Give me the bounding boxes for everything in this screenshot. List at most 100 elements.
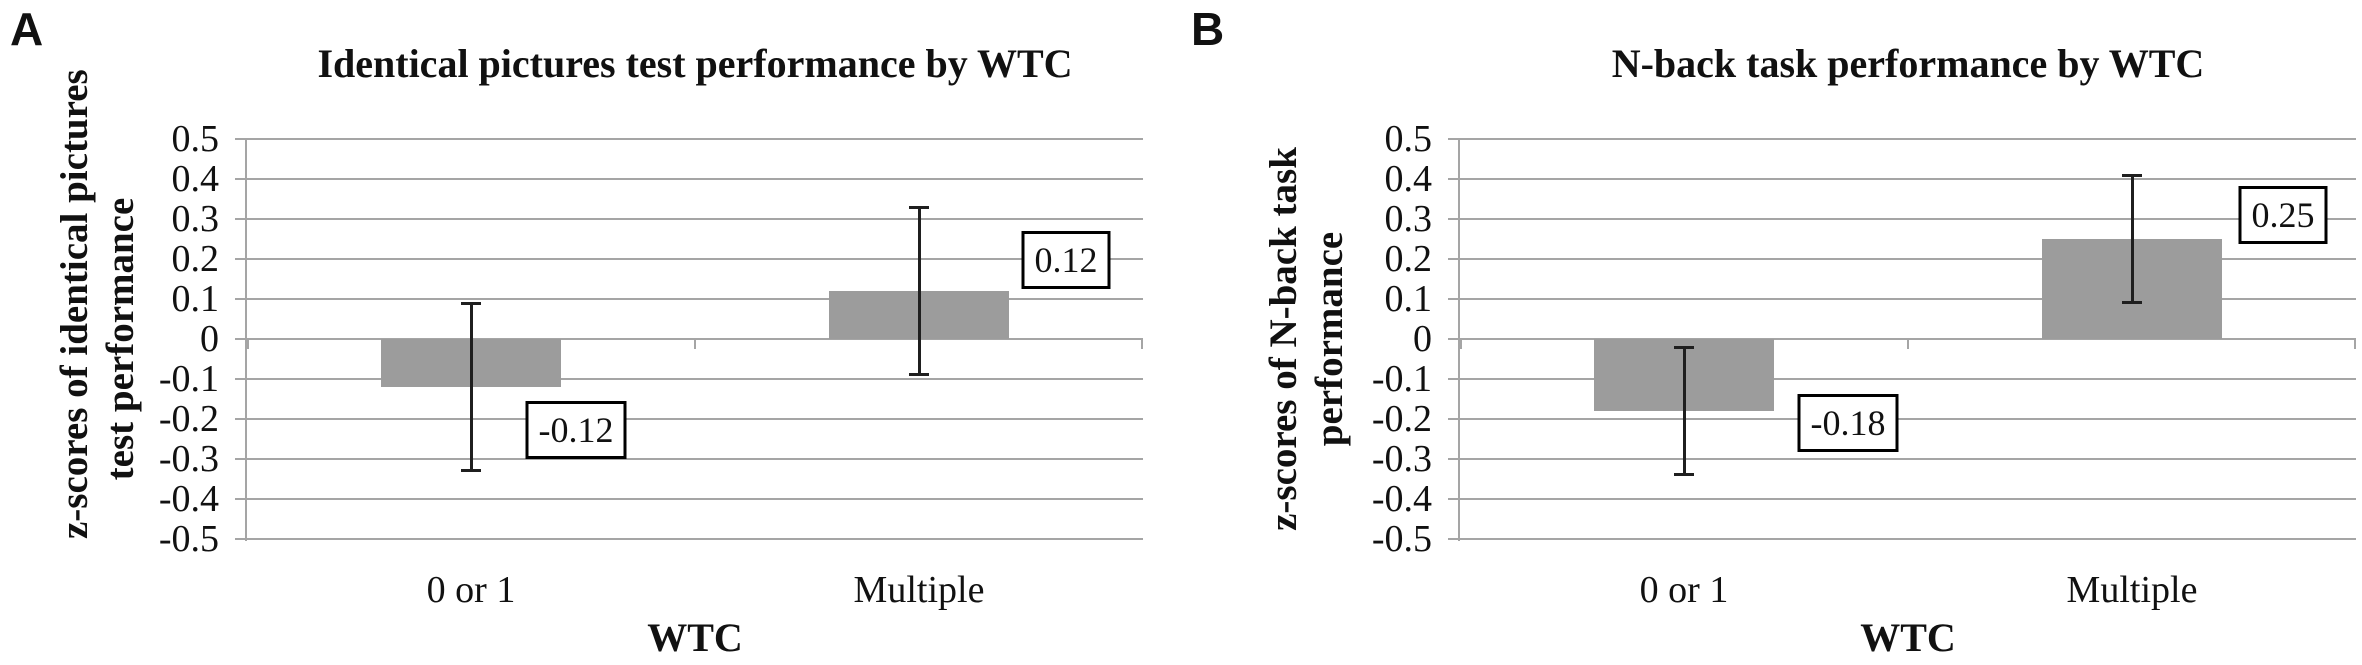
y-tick-label: 0.1: [1384, 278, 1433, 320]
y-axis-tick: [235, 138, 247, 140]
y-tick-label: -0.2: [1371, 398, 1432, 440]
y-tick-label: -0.3: [158, 438, 219, 480]
y-axis-tick: [235, 338, 247, 340]
y-axis-tick: [235, 378, 247, 380]
y-axis-tick: [1448, 378, 1460, 380]
panel-b: B N-back task performance by WTC z-score…: [1181, 0, 2362, 665]
y-tick-label: 0.1: [171, 278, 220, 320]
panel-a: A Identical pictures test performance by…: [10, 3, 1143, 660]
x-axis-tick: [2354, 340, 2356, 349]
x-axis-tick: [1460, 340, 1462, 349]
y-axis-tick: [1448, 178, 1460, 180]
y-axis-tick: [1448, 458, 1460, 460]
category-label-1: 0 or 1: [426, 569, 516, 611]
gridline: [1460, 538, 2356, 540]
y-axis-tick: [235, 298, 247, 300]
y-tick-label: 0.2: [171, 238, 220, 280]
error-bar-cap-bottom: [461, 469, 481, 472]
y-tick-label: -0.5: [1371, 518, 1432, 560]
gridline: [1460, 298, 2356, 300]
error-bar-cap-top: [2122, 174, 2142, 177]
gridline: [247, 498, 1143, 500]
panel-letter-b: B: [1191, 3, 1225, 55]
y-axis-tick: [1448, 538, 1460, 540]
y-tick-label: 0.2: [1384, 238, 1433, 280]
error-bar-cap-top: [909, 206, 929, 209]
y-axis-tick: [1448, 338, 1460, 340]
data-label-box-1: -0.12: [525, 401, 627, 459]
category-label-1: 0 or 1: [1639, 569, 1729, 611]
data-label-box-2: 0.12: [1021, 231, 1111, 289]
x-axis-tick: [1141, 340, 1143, 349]
gridline: [247, 418, 1143, 420]
gridline: [247, 338, 1143, 340]
y-axis-tick: [1448, 298, 1460, 300]
gridline: [1460, 378, 2356, 380]
y-tick-label: -0.1: [1371, 358, 1432, 400]
gridline: [247, 538, 1143, 540]
y-tick-label: -0.2: [158, 398, 219, 440]
y-axis-tick: [235, 418, 247, 420]
x-axis-tick: [1907, 340, 1909, 349]
gridline: [1460, 418, 2356, 420]
y-tick-label: 0.4: [171, 158, 220, 200]
error-bar-line: [917, 207, 921, 375]
x-axis-tick: [247, 340, 249, 349]
gridline: [247, 458, 1143, 460]
error-bar-line: [2130, 175, 2134, 303]
y-axis-line: [245, 139, 247, 541]
gridline: [247, 218, 1143, 220]
y-tick-label: 0.3: [171, 198, 220, 240]
gridline: [1460, 218, 2356, 220]
category-label-2: Multiple: [853, 569, 985, 611]
error-bar-line: [1682, 347, 1686, 475]
gridline: [247, 258, 1143, 260]
gridline: [1460, 178, 2356, 180]
y-axis-tick: [1448, 138, 1460, 140]
gridline: [247, 138, 1143, 140]
y-tick-label: 0.5: [1384, 118, 1433, 160]
panel-letter-a: A: [10, 3, 44, 55]
x-axis-title: WTC: [647, 615, 743, 660]
y-tick-label: -0.1: [158, 358, 219, 400]
error-bar-cap-bottom: [1674, 473, 1694, 476]
gridline: [1460, 338, 2356, 340]
y-tick-label: -0.5: [158, 518, 219, 560]
x-axis-title: WTC: [1860, 615, 1956, 660]
y-axis-tick: [1448, 418, 1460, 420]
data-label-box-2: 0.25: [2238, 186, 2328, 244]
gridline: [1460, 138, 2356, 140]
gridline: [247, 178, 1143, 180]
error-bar-cap-top: [461, 302, 481, 305]
y-axis-tick: [1448, 258, 1460, 260]
y-axis-tick: [235, 258, 247, 260]
gridline: [1460, 498, 2356, 500]
y-tick-label: -0.4: [158, 478, 219, 520]
gridline: [1460, 458, 2356, 460]
error-bar-cap-bottom: [909, 373, 929, 376]
gridline: [1460, 258, 2356, 260]
y-tick-label: -0.3: [1371, 438, 1432, 480]
y-axis-tick: [235, 458, 247, 460]
y-tick-label: 0.4: [1384, 158, 1433, 200]
error-bar-cap-bottom: [2122, 301, 2142, 304]
y-tick-label: 0: [1413, 318, 1432, 360]
x-axis-tick: [694, 340, 696, 349]
chart-title: Identical pictures test performance by W…: [317, 41, 1073, 86]
y-axis-tick: [235, 218, 247, 220]
y-axis-line: [1458, 139, 1460, 541]
y-axis-tick: [1448, 218, 1460, 220]
y-tick-label: 0.3: [1384, 198, 1433, 240]
y-axis-tick: [1448, 498, 1460, 500]
error-bar-cap-top: [1674, 346, 1694, 349]
error-bar-line: [469, 303, 473, 471]
y-axis-tick: [235, 178, 247, 180]
chart-title: N-back task performance by WTC: [1611, 41, 2205, 86]
y-axis-tick: [235, 538, 247, 540]
category-label-2: Multiple: [2066, 569, 2198, 611]
gridline: [247, 298, 1143, 300]
y-tick-label: 0.5: [171, 118, 220, 160]
y-tick-label: -0.4: [1371, 478, 1432, 520]
gridline: [247, 378, 1143, 380]
